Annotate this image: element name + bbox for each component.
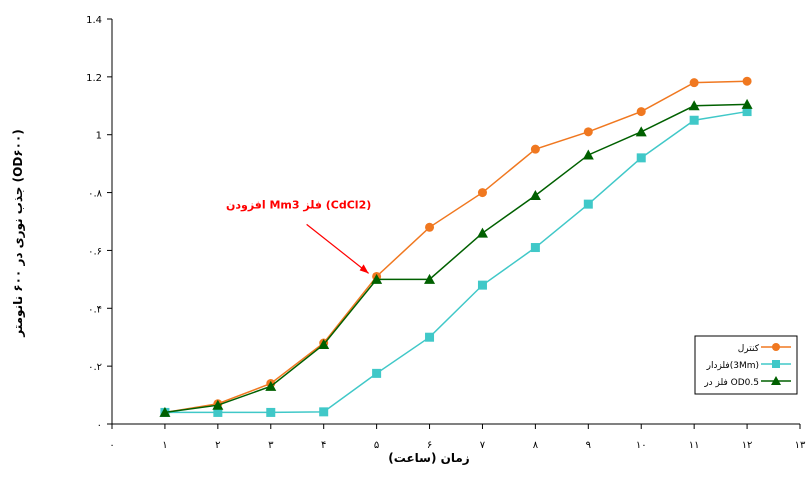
y-tick-label: ۰.۸ bbox=[88, 189, 103, 200]
y-tick-label: ۰.۴ bbox=[88, 304, 102, 315]
x-tick-label: ۱۰ bbox=[636, 440, 647, 451]
legend: کنترل فلزدار(3Mm) فلز در OD0.5 bbox=[694, 335, 798, 395]
y-tick-label: 1 bbox=[96, 131, 102, 142]
data-point bbox=[477, 280, 487, 290]
x-tick-label: ۵ bbox=[374, 440, 379, 451]
x-axis-label: زمان (ساعت) bbox=[388, 451, 470, 465]
data-point bbox=[372, 368, 382, 378]
legend-label: فلز در OD0.5 bbox=[703, 378, 759, 388]
x-tick-label: ۱۱ bbox=[689, 440, 700, 451]
series-line bbox=[164, 103, 748, 414]
x-tick-label: ۶ bbox=[427, 440, 432, 451]
y-tick-label: ۰ bbox=[97, 420, 102, 431]
data-point bbox=[212, 399, 224, 410]
x-tick-label: ۷ bbox=[480, 440, 486, 451]
data-point bbox=[689, 78, 699, 88]
x-tick-label: ۲ bbox=[215, 440, 220, 451]
y-tick-label: ۰.۶ bbox=[88, 246, 102, 257]
series-group bbox=[160, 76, 752, 417]
x-tick-label: ۴ bbox=[321, 440, 326, 451]
data-point bbox=[213, 407, 223, 417]
data-point bbox=[266, 407, 276, 417]
y-tick-label: 1.2 bbox=[86, 73, 102, 84]
y-tick-label: 1.4 bbox=[86, 15, 102, 26]
x-tick-label: ۸ bbox=[533, 440, 539, 451]
annotation-arrowhead bbox=[359, 264, 369, 274]
legend-label: فلزدار(3Mm) bbox=[706, 361, 759, 371]
data-point bbox=[265, 380, 277, 391]
axes: ۰۰.۲۰.۴۰.۶۰.۸11.21.4۰ ۱ ۲ ۳ ۴ ۵ ۶ ۷ ۸ ۹ ۱۰ ۱۱ ۱۲ ۱۳ bbox=[86, 15, 806, 451]
annotation-arrow bbox=[306, 223, 369, 274]
data-point bbox=[635, 126, 647, 137]
data-point bbox=[583, 199, 593, 209]
series-layer bbox=[159, 76, 753, 417]
data-point bbox=[159, 406, 171, 417]
series-group bbox=[159, 98, 753, 417]
data-point bbox=[529, 189, 541, 200]
data-point bbox=[530, 144, 540, 154]
x-tick-label: ۱۳ bbox=[795, 440, 806, 451]
data-point bbox=[424, 273, 436, 284]
y-tick-label: ۰.۲ bbox=[88, 362, 102, 373]
data-point bbox=[425, 332, 435, 342]
data-point bbox=[425, 222, 435, 232]
data-point bbox=[582, 149, 594, 160]
series-line bbox=[164, 80, 748, 414]
x-tick-label: ۱ bbox=[162, 440, 167, 451]
data-point bbox=[772, 343, 780, 351]
data-point bbox=[583, 127, 593, 137]
data-point bbox=[688, 100, 700, 111]
x-tick-label: ۰ bbox=[109, 440, 114, 451]
data-point bbox=[530, 243, 540, 253]
legend-label: کنترل bbox=[738, 344, 760, 354]
data-point bbox=[742, 76, 752, 86]
data-point bbox=[476, 227, 488, 238]
series-group bbox=[160, 107, 752, 417]
series-line bbox=[164, 110, 748, 414]
data-point bbox=[319, 407, 329, 417]
data-point bbox=[772, 360, 780, 368]
annotation-layer: افزودن Mm3 فلز (CdCl2) bbox=[226, 198, 371, 274]
data-point bbox=[318, 338, 330, 349]
data-point bbox=[477, 188, 487, 198]
y-axis-label: جذب نوری در ۶۰۰ نانومتر (OD۶۰۰) bbox=[11, 129, 26, 337]
data-point bbox=[689, 115, 699, 125]
data-point bbox=[741, 98, 753, 109]
x-tick-label: ۳ bbox=[268, 440, 274, 451]
x-tick-label: ۱۲ bbox=[742, 440, 753, 451]
data-point bbox=[636, 153, 646, 163]
data-point bbox=[771, 376, 781, 385]
data-point bbox=[742, 107, 752, 117]
annotation-text: افزودن Mm3 فلز (CdCl2) bbox=[226, 198, 371, 211]
x-tick-label: ۹ bbox=[586, 440, 591, 451]
data-point bbox=[636, 107, 646, 117]
data-point bbox=[371, 273, 383, 284]
